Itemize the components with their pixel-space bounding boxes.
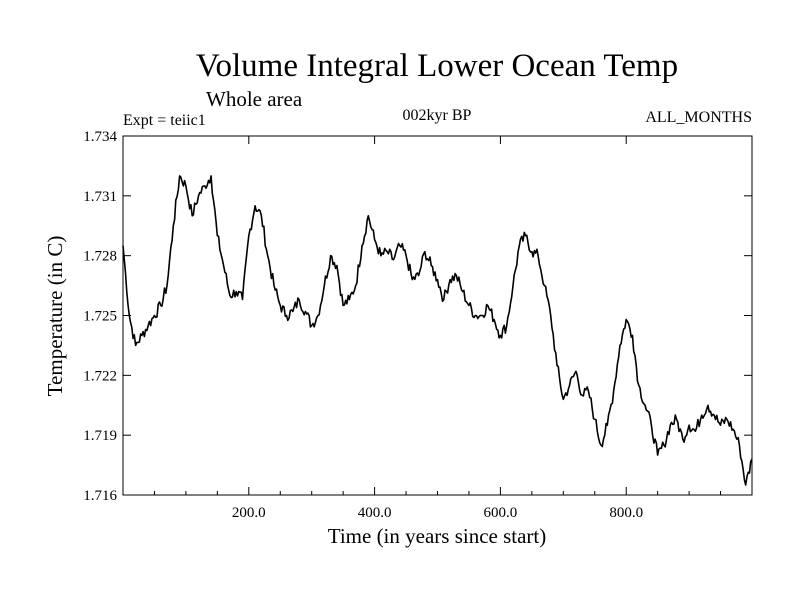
x-tick-label: 600.0 [484, 505, 518, 521]
y-tick-label: 1.719 [83, 428, 117, 444]
y-tick-label: 1.725 [83, 309, 117, 325]
temperature-series-line [122, 175, 753, 486]
y-tick-label: 1.731 [83, 189, 117, 205]
y-tick-label: 1.728 [83, 249, 117, 265]
y-axis: 1.716 1.719 1.722 1.725 1.728 1.731 1.734 [83, 129, 752, 504]
chart-title: Volume Integral Lower Ocean Temp [196, 48, 678, 84]
x-tick-label: 400.0 [358, 505, 392, 521]
period-label: 002kyr BP [403, 107, 472, 124]
y-axis-label: Temperature (in C) [43, 236, 67, 397]
y-tick-label: 1.716 [83, 488, 117, 504]
months-label: ALL_MONTHS [645, 109, 752, 126]
x-tick-label: 800.0 [609, 505, 643, 521]
x-tick-label: 200.0 [232, 505, 266, 521]
y-tick-label: 1.734 [83, 129, 117, 145]
y-tick-label: 1.722 [83, 368, 117, 384]
x-axis-label: Time (in years since start) [328, 524, 547, 548]
chart-subtitle: Whole area [206, 87, 303, 111]
x-axis: 200.0 400.0 600.0 800.0 [153, 136, 722, 521]
plot-frame [122, 135, 753, 496]
experiment-label: Expt = teiic1 [123, 112, 206, 129]
